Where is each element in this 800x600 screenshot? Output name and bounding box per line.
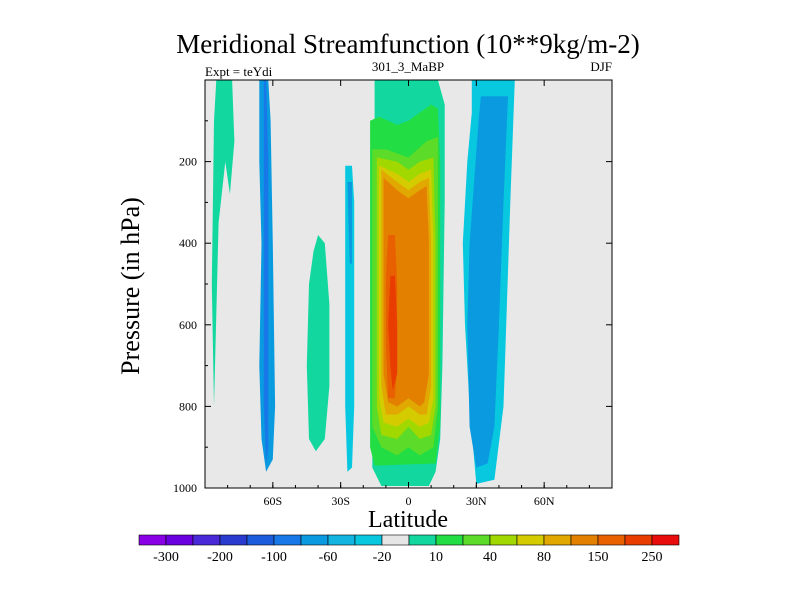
colorbar-label: 150	[588, 550, 609, 565]
y-tick-label: 400	[179, 236, 197, 250]
colorbar-box	[570, 534, 599, 546]
colorbar-label: 10	[429, 550, 443, 565]
x-axis-label: Latitude	[368, 507, 448, 533]
contour-sh-green-40s	[306, 235, 330, 452]
colorbar-label: -200	[207, 550, 233, 565]
chart-title: Meridional Streamfunction (10**9kg/m-2)	[176, 29, 639, 59]
y-tick-label: 1000	[173, 481, 197, 495]
contour-sh-blue-25s-inner	[347, 182, 352, 264]
colorbar-box	[543, 534, 572, 546]
chart-subtitle: 301_3_MaBP	[372, 59, 444, 74]
y-tick-label: 200	[179, 155, 197, 169]
plot-area: 60S 30S 0 30N 60N 200 400 600 800 1000	[173, 79, 613, 508]
x-tick-label: 0	[406, 494, 412, 508]
x-tick-label: 30S	[331, 494, 350, 508]
colorbar-box	[246, 534, 275, 546]
colorbar-label: -60	[319, 550, 338, 565]
colorbar-box	[273, 534, 302, 546]
colorbar-box	[651, 534, 680, 546]
season-label: DJF	[590, 59, 612, 74]
contour-sh-polar-green	[211, 80, 235, 407]
colorbar-box	[462, 534, 491, 546]
colorbar-box	[408, 534, 437, 546]
colorbar-label: 40	[483, 550, 497, 565]
y-tick-label: 600	[179, 318, 197, 332]
colorbar-box	[192, 534, 221, 546]
colorbar-label: -100	[261, 550, 287, 565]
colorbar-label: 250	[642, 550, 663, 565]
experiment-label: Expt = teYdi	[205, 64, 273, 79]
colorbar-box	[165, 534, 194, 546]
colorbar-box	[516, 534, 545, 546]
colorbar-box	[327, 534, 356, 546]
colorbar-box	[435, 534, 464, 546]
contour-hadley-center	[388, 275, 398, 391]
colorbar-box	[219, 534, 248, 546]
colorbar-box	[489, 534, 518, 546]
colorbar-box	[381, 534, 410, 546]
colorbar-box	[597, 534, 626, 546]
contour-sh-blue-60s-inner	[263, 80, 269, 464]
colorbar-box	[354, 534, 383, 546]
x-tick-label: 60N	[534, 494, 555, 508]
y-axis-label: Pressure (in hPa)	[116, 197, 145, 375]
colorbar-box	[138, 534, 167, 546]
colorbar-box	[300, 534, 329, 546]
colorbar-label: 80	[537, 550, 551, 565]
y-tick-label: 800	[179, 399, 197, 413]
axis-ticks: 60S 30S 0 30N 60N 200 400 600 800 1000	[173, 80, 612, 508]
colorbar-box	[624, 534, 653, 546]
x-tick-label: 60S	[263, 494, 282, 508]
contour-nh-blue-inner	[467, 96, 508, 468]
colorbar: -300 -200 -100 -60 -20 10 40 80 150 250	[138, 534, 680, 565]
colorbar-label: -300	[153, 550, 179, 565]
contour-hadley-core-n	[415, 202, 425, 325]
x-tick-label: 30N	[466, 494, 487, 508]
contour-regions	[211, 80, 515, 486]
colorbar-label: -20	[373, 550, 392, 565]
